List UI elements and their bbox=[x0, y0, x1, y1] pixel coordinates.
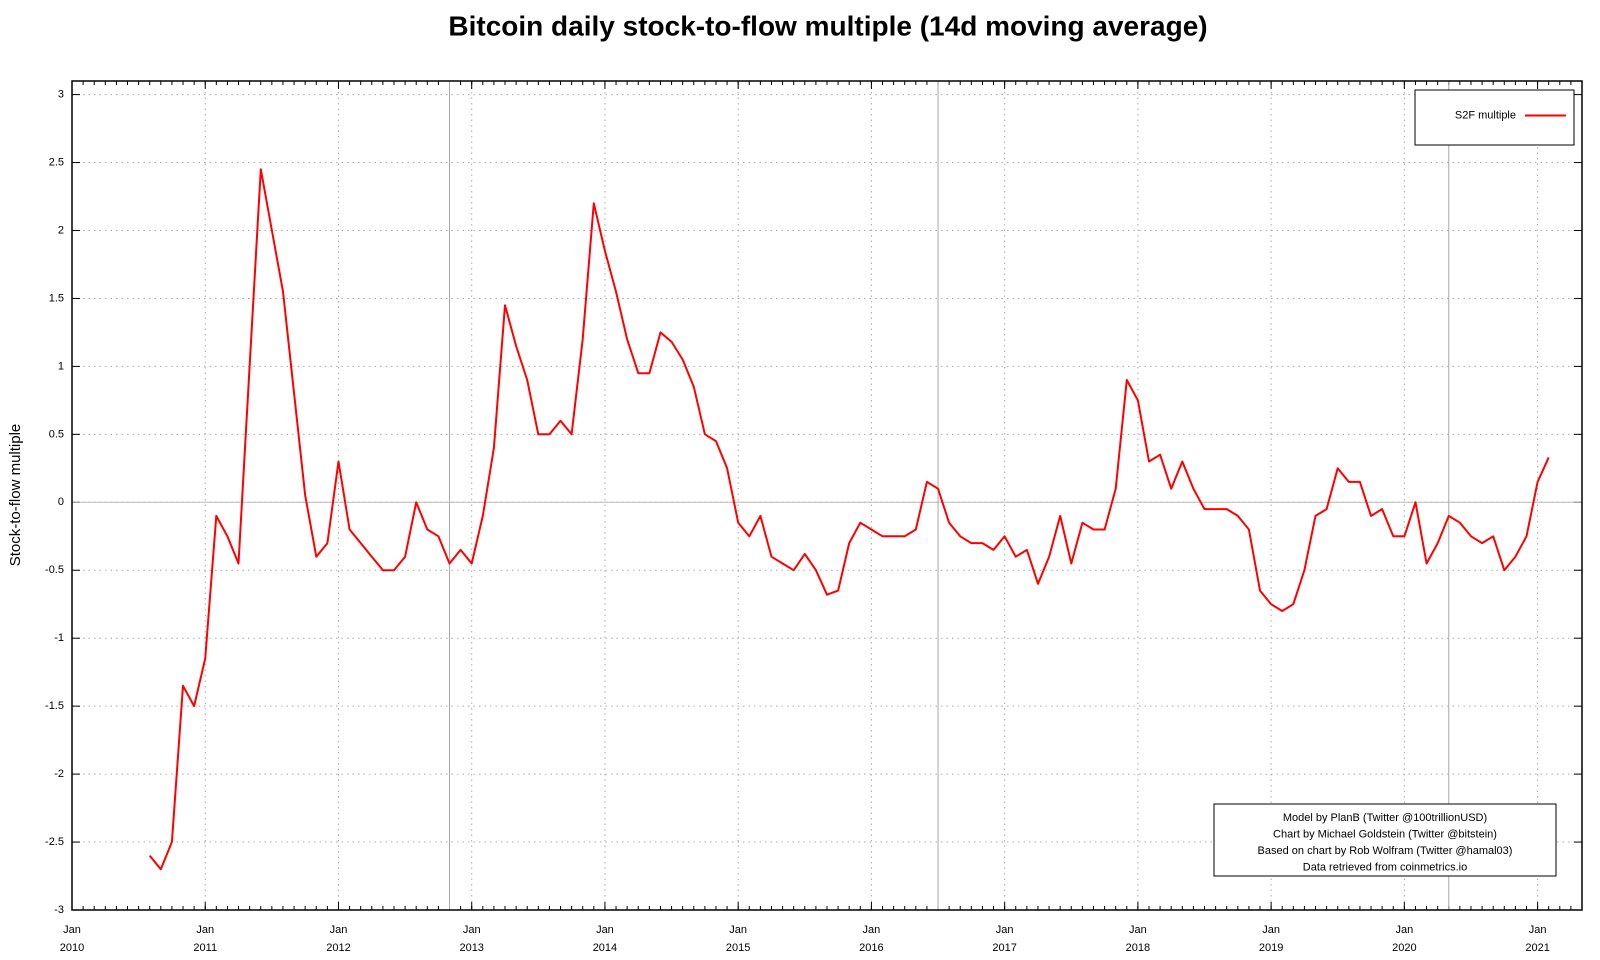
annotation-box bbox=[1213, 803, 1557, 877]
x-tick-label: Jan bbox=[330, 924, 348, 936]
annotation: Based on chart by Rob Wolfram (Twitter @… bbox=[1258, 845, 1513, 857]
x-tick-label: 2016 bbox=[859, 942, 883, 954]
x-tick-label: 2011 bbox=[193, 942, 217, 954]
chart-title: Bitcoin daily stock-to-flow multiple (14… bbox=[448, 10, 1207, 41]
legend-box bbox=[1414, 89, 1575, 146]
x-tick-label: Jan bbox=[863, 924, 881, 936]
x-tick-label: Jan bbox=[463, 924, 481, 936]
y-tick-label: 3 bbox=[58, 88, 64, 100]
x-tick-label: 2013 bbox=[459, 942, 483, 954]
x-tick-label: 2015 bbox=[726, 942, 750, 954]
y-tick-label: -0.5 bbox=[45, 564, 64, 576]
x-tick-label: Jan bbox=[996, 924, 1014, 936]
x-tick-label: 2021 bbox=[1525, 942, 1549, 954]
x-tick-label: Jan bbox=[196, 924, 214, 936]
annotation: Data retrieved from coinmetrics.io bbox=[1303, 861, 1467, 873]
x-tick-label: Jan bbox=[1129, 924, 1147, 936]
y-tick-label: 1 bbox=[58, 360, 64, 372]
x-tick-label: 2018 bbox=[1126, 942, 1150, 954]
plot-frame bbox=[71, 80, 1583, 911]
legend-label: S2F multiple bbox=[1455, 109, 1516, 121]
x-tick-label: 2017 bbox=[992, 942, 1016, 954]
y-tick-label: -3 bbox=[54, 904, 64, 916]
data-line bbox=[148, 168, 1550, 871]
x-tick-label: 2020 bbox=[1392, 942, 1416, 954]
y-tick-label: 2 bbox=[58, 224, 64, 236]
x-tick-label: Jan bbox=[63, 924, 81, 936]
x-tick-label: 2012 bbox=[326, 942, 350, 954]
x-tick-label: Jan bbox=[729, 924, 747, 936]
y-tick-label: -1 bbox=[54, 632, 64, 644]
x-tick-label: Jan bbox=[1262, 924, 1280, 936]
y-tick-label: -2 bbox=[54, 768, 64, 780]
y-tick-label: 1.5 bbox=[49, 292, 64, 304]
y-tick-label: 2.5 bbox=[49, 156, 64, 168]
x-tick-label: 2014 bbox=[593, 942, 617, 954]
y-tick-label: 0 bbox=[58, 496, 64, 508]
annotation: Model by PlanB (Twitter @100trillionUSD) bbox=[1283, 812, 1487, 824]
x-tick-label: Jan bbox=[596, 924, 614, 936]
y-tick-label: 0.5 bbox=[49, 428, 64, 440]
annotation: Chart by Michael Goldstein (Twitter @bit… bbox=[1273, 828, 1497, 840]
y-tick-label: -1.5 bbox=[45, 700, 64, 712]
x-tick-label: 2010 bbox=[60, 942, 84, 954]
x-tick-label: Jan bbox=[1529, 924, 1547, 936]
y-axis-label: Stock-to-flow multiple bbox=[7, 424, 24, 567]
y-tick-label: -2.5 bbox=[45, 836, 64, 848]
x-tick-label: 2019 bbox=[1259, 942, 1283, 954]
x-tick-label: Jan bbox=[1395, 924, 1413, 936]
